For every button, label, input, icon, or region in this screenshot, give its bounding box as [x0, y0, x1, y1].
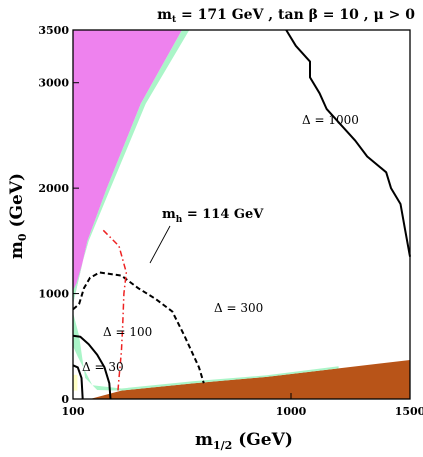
delta-1000-text: Δ = 1000 [302, 113, 359, 127]
region-layer [73, 30, 410, 399]
tick-layer: 100 1000 1500 0 1000 2000 3000 3500 [38, 24, 423, 418]
chart-title: mt = 171 GeV , tan β = 10 , μ > 0 [157, 7, 415, 25]
x-tick-label: 100 [62, 405, 85, 418]
contour-0 [285, 29, 411, 257]
y-tick-label: 1000 [38, 288, 69, 301]
delta-100-label: Δ = 100 [103, 325, 152, 339]
region-excluded-lower [90, 360, 410, 399]
delta-1000-label: Δ = 1000 [302, 113, 359, 127]
delta-30-label: Δ = 30 [82, 360, 124, 374]
contour-2 [72, 334, 112, 400]
contour-layer [72, 29, 411, 400]
x-tick-label: 1500 [395, 405, 423, 418]
y-tick-label: 3000 [38, 77, 69, 90]
y-axis-title: m0 (GeV) [7, 173, 29, 259]
mh-text: mh = 114 GeV [162, 207, 264, 225]
region-low-mass-region [73, 374, 78, 391]
mh-label: mh = 114 GeV [162, 207, 264, 225]
x-axis-title: m1/2 (GeV) [195, 430, 293, 452]
mh-pointer-arrow [149, 225, 171, 264]
y-tick-label: 3500 [38, 24, 69, 37]
region-excluded-upper [73, 30, 182, 305]
delta-30-text: Δ = 30 [82, 360, 124, 374]
contour-4 [102, 229, 128, 393]
delta-100-text: Δ = 100 [103, 325, 152, 339]
delta-300-label: Δ = 300 [214, 301, 263, 315]
x-tick-label: 1000 [276, 405, 307, 418]
y-tick-label: 2000 [38, 182, 69, 195]
contour-3 [72, 364, 84, 400]
contour-1 [72, 271, 205, 384]
y-tick-label: 0 [61, 393, 69, 406]
plot-frame [72, 29, 411, 400]
delta-300-text: Δ = 300 [214, 301, 263, 315]
